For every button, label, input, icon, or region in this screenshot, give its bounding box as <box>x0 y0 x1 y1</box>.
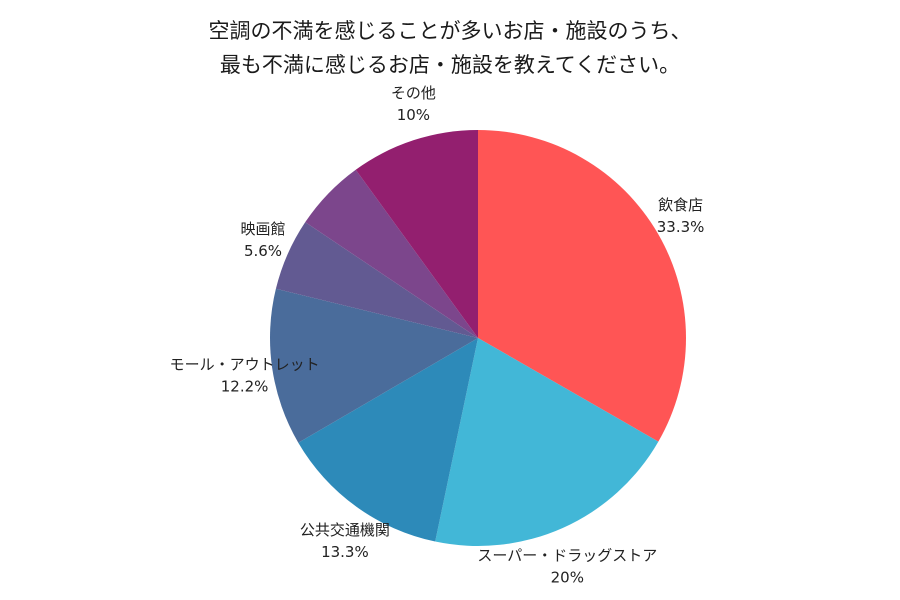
pie-label-name: 映画館 <box>240 220 285 238</box>
pie-label-3: モール・アウトレット 12.2% <box>170 356 320 396</box>
pie-label-name: スーパー・ドラッグストア <box>477 546 657 564</box>
pie-labels: 飲食店 33.3% スーパー・ドラッグストア 20% 公共交通機関 13.3% モール・アウ… <box>170 84 705 586</box>
pie-label-name: その他 <box>391 84 436 102</box>
pie-slice-5 <box>305 169 478 338</box>
pie-slice-1 <box>435 338 659 546</box>
pie-label-value: 12.2% <box>221 378 269 396</box>
pie-label-0: 飲食店 33.3% <box>657 196 705 236</box>
pie-slice-3 <box>269 288 478 443</box>
pie-slice-6 <box>355 130 478 338</box>
pie-label-value: 13.3% <box>321 543 369 561</box>
pie-label-name: 公共交通機関 <box>300 521 390 539</box>
chart-title: 空調の不満を感じることが多いお店・施設のうち、 最も不満に感じるお店・施設を教え… <box>0 14 900 82</box>
pie-label-value: 20% <box>551 568 584 586</box>
pie-label-value: 5.6% <box>244 242 282 260</box>
pie-label-1: スーパー・ドラッグストア 20% <box>477 546 657 586</box>
pie-label-name: モール・アウトレット <box>170 356 320 374</box>
pie-label-4: 映画館 5.6% <box>240 220 285 260</box>
pie-label-name: 飲食店 <box>658 196 703 214</box>
pie-slice-0 <box>478 130 686 442</box>
pie-slices <box>269 130 686 546</box>
pie-label-2: 公共交通機関 13.3% <box>300 521 390 561</box>
pie-label-value: 33.3% <box>657 218 705 236</box>
pie-label-value: 10% <box>397 106 430 124</box>
pie-slice-4 <box>275 222 478 338</box>
pie-label-6: その他 10% <box>391 84 436 124</box>
chart-title-line-2: 最も不満に感じるお店・施設を教えてください。 <box>219 53 681 77</box>
pie-slice-2 <box>298 338 478 542</box>
chart-title-line-1: 空調の不満を感じることが多いお店・施設のうち、 <box>208 19 692 43</box>
